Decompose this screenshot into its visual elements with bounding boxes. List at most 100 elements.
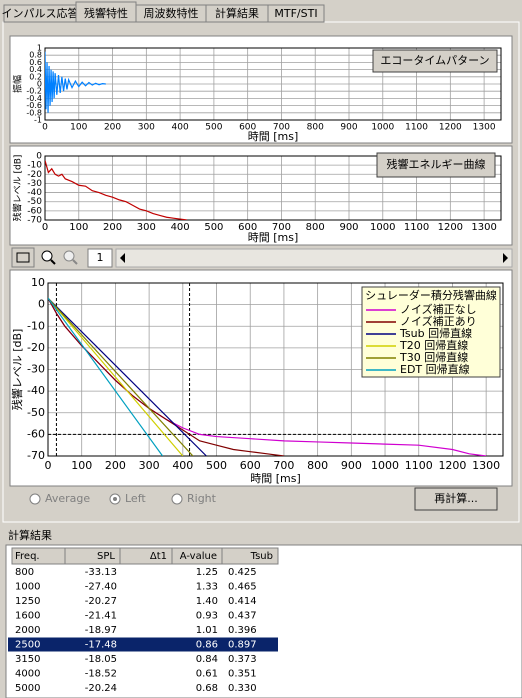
table-cell: 1600 (15, 611, 40, 622)
radio-label: Right (187, 492, 217, 505)
column-header-label: Tsub (250, 551, 273, 562)
zoom-out-handle (72, 259, 78, 265)
y-tick-label: -10 (27, 161, 42, 171)
data-line (48, 297, 184, 456)
radio[interactable] (171, 493, 183, 505)
x-tick-label: 500 (204, 222, 223, 233)
data-line (45, 160, 187, 220)
table-cell: 0.330 (228, 683, 257, 694)
y-axis-label: 残響レベル [dB] (12, 155, 24, 222)
y-tick-label: -30 (27, 179, 42, 189)
x-tick-label: 1300 (473, 123, 496, 133)
data-line (48, 297, 194, 456)
x-tick-label: 900 (339, 222, 358, 233)
legend-title: シュレーダー積分残響曲線 (365, 288, 497, 302)
tab-label: 残響特性 (84, 6, 128, 20)
zoom-out-icon[interactable] (63, 250, 75, 262)
legend (361, 286, 501, 378)
table-cell: 0.351 (228, 669, 257, 680)
page-number: 1 (97, 251, 104, 264)
x-tick-label: 400 (172, 123, 189, 133)
y-tick-label: -50 (27, 406, 45, 419)
x-tick-label: 600 (239, 123, 256, 133)
x-tick-label: 500 (206, 459, 227, 472)
legend-label: ノイズ補正あり (400, 314, 477, 328)
tab-label: 周波数特性 (144, 6, 199, 20)
table-cell: -33.13 (85, 567, 117, 578)
column-header-label: A-value (180, 551, 217, 562)
x-tick-label: 1300 (472, 459, 500, 472)
x-tick-label: 0 (42, 123, 48, 133)
x-tick-label: 1100 (405, 459, 433, 472)
table-cell: 0.437 (228, 611, 257, 622)
table-cell: 2000 (15, 625, 40, 636)
y-tick-label: 0.8 (29, 51, 42, 60)
table-cell: 1250 (15, 596, 40, 607)
table-cell: 0.61 (196, 669, 218, 680)
table-cell: 0.84 (196, 654, 218, 665)
radio-label: Average (45, 492, 90, 505)
plot-border (44, 155, 502, 221)
x-tick-label: 1000 (371, 123, 394, 133)
x-tick-label: 100 (71, 459, 92, 472)
table-cell: 0.86 (196, 640, 218, 651)
page-box[interactable] (87, 248, 113, 268)
x-tick-label: 200 (105, 459, 126, 472)
y-tick-label: -1 (34, 116, 42, 125)
x-tick-label: 800 (307, 459, 328, 472)
tab[interactable] (267, 4, 325, 23)
recalc-button[interactable] (414, 487, 498, 511)
x-tick-label: 300 (139, 459, 160, 472)
radio[interactable] (29, 493, 41, 505)
column-header[interactable] (221, 547, 279, 565)
tab-label: 計算結果 (215, 6, 259, 20)
legend-label: ノイズ補正なし (400, 302, 477, 316)
table-cell: -27.40 (85, 582, 117, 593)
table-cell: -17.48 (85, 640, 117, 651)
y-tick-label: -40 (27, 188, 42, 198)
x-tick-label: 1200 (438, 459, 466, 472)
table-cell: 0.897 (228, 640, 257, 651)
x-tick-label: 400 (171, 222, 190, 233)
x-tick-label: 1200 (439, 123, 462, 133)
scroll-left[interactable] (120, 253, 125, 263)
results-list (5, 544, 522, 698)
column-header-label: Freq. (15, 551, 40, 562)
plot-border (47, 282, 504, 457)
y-tick-label: -40 (27, 384, 45, 397)
table-cell: 1.40 (196, 596, 218, 607)
y-tick-label: -60 (27, 427, 45, 440)
fit-button[interactable] (11, 247, 35, 268)
legend-label: Tsub 回帰直線 (399, 326, 472, 340)
column-header-label: SPL (97, 551, 115, 562)
y-tick-label: -0.4 (26, 94, 42, 103)
chart: 0 100 200 300 400 500 600 700 800 900 1000 1100 1200… (9, 145, 513, 246)
table-cell: 0.373 (228, 654, 257, 665)
y-tick-label: -30 (27, 363, 45, 376)
table-cell: 0.93 (196, 611, 218, 622)
fit-icon (16, 252, 30, 263)
x-tick-label: 1100 (405, 123, 428, 133)
y-tick-label: -70 (27, 449, 45, 462)
table-cell: -20.27 (85, 596, 117, 607)
x-tick-label: 400 (172, 459, 193, 472)
table-cell: 1000 (15, 582, 40, 593)
scrollbar[interactable] (115, 248, 513, 268)
x-axis-label: 時間 [ms] (248, 130, 299, 143)
table-cell: -18.05 (85, 654, 117, 665)
x-tick-label: 1100 (404, 222, 429, 233)
toolbar: 1 (11, 247, 513, 268)
y-tick-label: 0 (38, 298, 45, 311)
x-tick-label: 900 (341, 459, 362, 472)
zoom-in-icon[interactable] (41, 250, 53, 262)
y-axis-label: 振幅 (12, 75, 24, 93)
x-tick-label: 1000 (371, 459, 399, 472)
x-tick-label: 600 (238, 222, 257, 233)
y-tick-label: -70 (27, 216, 42, 226)
x-tick-label: 500 (205, 123, 222, 133)
y-tick-label: -20 (27, 341, 45, 354)
legend-label: EDT 回帰直線 (400, 362, 470, 376)
scroll-right[interactable] (503, 253, 508, 263)
selected-row[interactable] (8, 637, 278, 652)
